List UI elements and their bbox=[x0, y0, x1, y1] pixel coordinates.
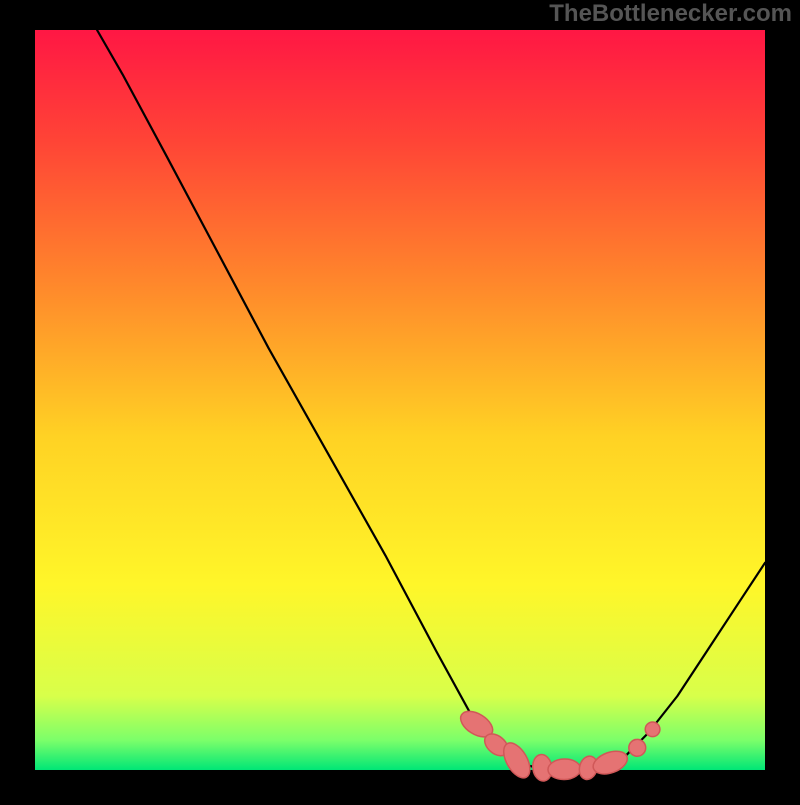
chart-container: TheBottlenecker.com bbox=[0, 0, 800, 800]
bottleneck-chart bbox=[0, 0, 800, 800]
watermark-text: TheBottlenecker.com bbox=[549, 0, 792, 28]
